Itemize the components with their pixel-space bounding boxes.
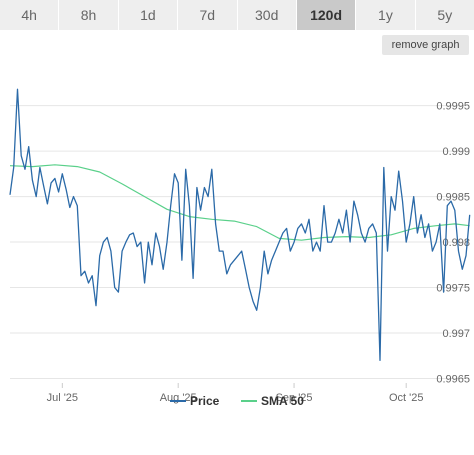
legend-sma-label[interactable]: SMA 50	[261, 394, 304, 408]
tab-7d[interactable]: 7d	[178, 0, 238, 30]
y-tick-label: 0.9995	[436, 101, 470, 113]
price-series-line[interactable]	[9, 88, 471, 361]
x-tick-label: Sep '25	[276, 392, 313, 404]
tab-5y[interactable]: 5y	[415, 0, 474, 30]
y-tick-label: 0.999	[442, 146, 470, 158]
x-axis-tick-labels: Jul '25 Aug '25 Sep '25 Oct '25	[47, 383, 424, 404]
tab-30d[interactable]: 30d	[237, 0, 297, 30]
y-tick-label: 0.9965	[436, 373, 470, 385]
sma-50-series-line[interactable]	[9, 164, 470, 241]
tab-1y[interactable]: 1y	[356, 0, 416, 30]
series-lines	[9, 88, 471, 361]
x-tick-label: Oct '25	[389, 392, 424, 404]
y-axis-tick-labels: 0.9965 0.997 0.9975 0.998 0.9985 0.999 0.9995	[436, 101, 470, 386]
x-tick-label: Jul '25	[47, 392, 78, 404]
tab-8h[interactable]: 8h	[59, 0, 119, 30]
timeframe-tabs: 4h 8h 1d 7d 30d 120d 1y 5y	[0, 0, 474, 30]
tab-1d[interactable]: 1d	[118, 0, 179, 30]
remove-graph-button[interactable]: remove graph	[382, 35, 469, 55]
y-tick-label: 0.9975	[436, 283, 470, 295]
y-tick-label: 0.9985	[436, 192, 470, 204]
legend-price-label[interactable]: Price	[190, 394, 220, 408]
legend: Price SMA 50	[170, 394, 304, 408]
tab-120d[interactable]: 120d	[296, 0, 357, 30]
grid-lines	[10, 105, 466, 379]
x-tick-label: Aug '25	[160, 392, 197, 404]
y-tick-label: 0.997	[442, 328, 470, 340]
y-tick-label: 0.998	[442, 237, 470, 249]
tab-4h[interactable]: 4h	[0, 0, 60, 30]
